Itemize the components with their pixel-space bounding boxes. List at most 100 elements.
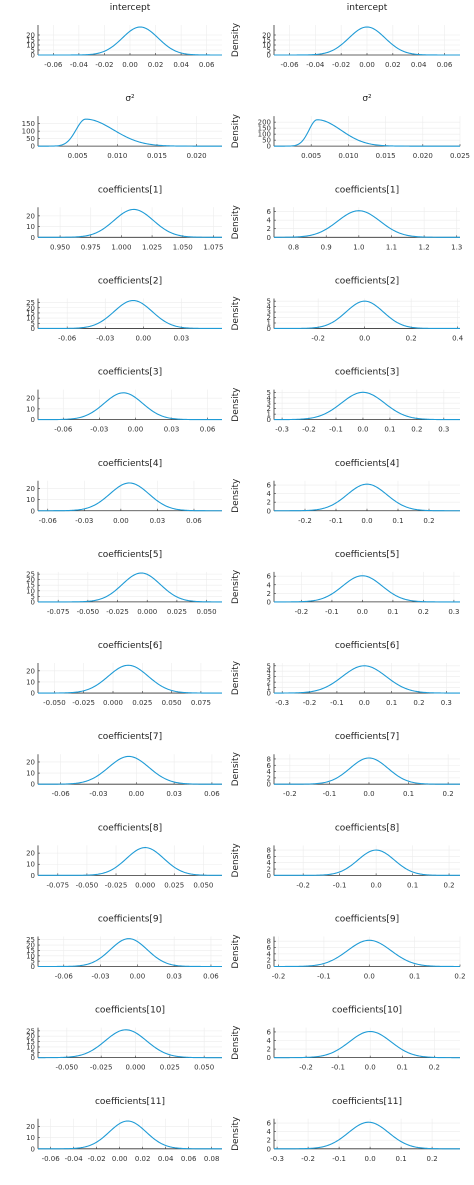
x-tick-label: 0.2 xyxy=(429,1064,440,1072)
x-tick-label: 1.2 xyxy=(419,243,430,251)
density-curve xyxy=(274,939,461,968)
x-tick-label: 0.3 xyxy=(448,608,459,616)
x-tick-label: -0.3 xyxy=(275,426,289,434)
density-curve xyxy=(38,1120,222,1150)
x-tick-label: 0.015 xyxy=(376,152,396,160)
panel-title: coefficients[2] xyxy=(98,276,162,286)
x-tick-label: -0.050 xyxy=(76,881,99,889)
y-tick-label: 0 xyxy=(31,963,35,971)
x-tick-label: 0.020 xyxy=(187,152,207,160)
panel-25: coefficients[11] -0.06 -0.04 -0.02 0.00 0.02 0… xyxy=(26,1097,222,1163)
y-axis-label: Density xyxy=(231,205,241,240)
x-tick-label: 0.06 xyxy=(437,61,453,69)
x-tick-label: -0.04 xyxy=(306,61,325,69)
x-tick-label: -0.2 xyxy=(295,608,309,616)
x-tick-label: -0.1 xyxy=(323,790,337,798)
y-tick-label: 20 xyxy=(26,395,35,403)
density-curve xyxy=(38,26,222,56)
x-tick-label: 0.0 xyxy=(359,334,370,342)
y-tick-label: 100 xyxy=(22,128,35,136)
x-tick-label: 0.06 xyxy=(203,973,219,981)
x-tick-label: 0.1 xyxy=(407,881,418,889)
x-tick-label: 0.005 xyxy=(68,152,88,160)
y-tick-label: 20 xyxy=(26,485,35,493)
x-tick-label: -0.2 xyxy=(298,517,312,525)
panel-5: coefficients[1] 0.950 0.975 1.000 1.025 1.050… xyxy=(26,185,223,251)
y-tick-label: 15 xyxy=(26,37,35,45)
y-tick-label: 0 xyxy=(267,963,271,971)
panel-1: intercept -0.06 -0.04 -0.02 0.00 0.02 0.04 0.06… xyxy=(26,3,222,69)
x-tick-label: -0.03 xyxy=(91,973,109,981)
panel-17: coefficients[7] -0.06 -0.03 0.00 0.03 0.06 0 10… xyxy=(26,732,222,798)
y-axis-label: Density xyxy=(231,296,241,331)
x-tick-label: 0.9 xyxy=(321,243,332,251)
density-curve xyxy=(38,664,222,694)
y-tick-label: 5 xyxy=(31,593,35,601)
y-tick-label: 2 xyxy=(267,590,271,598)
panel-26: coefficients[11] -0.3 -0.2 -0.1 0.0 0.1 0.2 024… xyxy=(231,1097,460,1163)
x-tick-label: 1.075 xyxy=(203,243,223,251)
y-axis-label: Density xyxy=(231,934,241,969)
x-tick-label: -0.2 xyxy=(272,973,286,981)
x-tick-label: -0.03 xyxy=(90,426,108,434)
density-curve xyxy=(274,1121,460,1150)
y-tick-label: 2 xyxy=(267,679,271,687)
x-tick-label: 0.03 xyxy=(164,426,180,434)
y-tick-label: 5 xyxy=(31,1049,35,1057)
y-tick-label: 0 xyxy=(31,325,35,333)
x-tick-label: 1.050 xyxy=(173,243,193,251)
density-curve xyxy=(38,938,222,968)
density-curve xyxy=(38,482,222,512)
panel-15: coefficients[6] -0.050 -0.025 0.000 0.025 0.0… xyxy=(26,641,222,707)
panel-title: coefficients[6] xyxy=(335,641,399,651)
y-axis-label: Density xyxy=(231,751,241,786)
density-curve xyxy=(274,849,460,876)
y-tick-label: 4 xyxy=(267,668,272,676)
x-tick-label: 0.0 xyxy=(361,517,372,525)
x-tick-label: -0.075 xyxy=(47,881,70,889)
x-tick-label: 0.02 xyxy=(385,61,401,69)
y-tick-label: 0 xyxy=(31,52,35,60)
x-tick-label: 0.010 xyxy=(107,152,127,160)
y-tick-label: 0 xyxy=(267,234,271,242)
y-tick-label: 0 xyxy=(267,52,271,60)
y-tick-label: 1 xyxy=(267,319,271,327)
density-curve xyxy=(274,575,460,603)
y-tick-label: 50 xyxy=(262,137,271,145)
y-tick-label: 4 xyxy=(267,1037,272,1045)
y-axis-label: Density xyxy=(231,22,241,57)
y-tick-label: 4 xyxy=(267,303,272,311)
y-tick-label: 3 xyxy=(267,309,271,317)
x-tick-label: -0.06 xyxy=(52,790,71,798)
x-tick-label: 0.1 xyxy=(392,517,403,525)
panel-title: coefficients[1] xyxy=(335,185,399,195)
x-tick-label: -0.1 xyxy=(332,1155,346,1163)
x-tick-label: 0.025 xyxy=(160,1064,180,1072)
y-tick-label: 10 xyxy=(26,223,35,231)
density-curve xyxy=(274,483,460,512)
panel-9: coefficients[3] -0.06 -0.03 0.00 0.03 0.06 0 10… xyxy=(26,368,222,434)
y-tick-label: 10 xyxy=(26,315,35,323)
x-tick-label: 0.005 xyxy=(301,152,321,160)
y-axis-label: Density xyxy=(231,569,241,604)
panel-title: coefficients[6] xyxy=(98,641,162,651)
panel-title: coefficients[3] xyxy=(335,368,399,378)
x-tick-label: 0.3 xyxy=(441,699,452,707)
y-tick-label: 0 xyxy=(31,1054,35,1062)
y-tick-label: 3 xyxy=(267,400,271,408)
panel-title: coefficients[8] xyxy=(335,823,399,833)
x-tick-label: 0.04 xyxy=(158,1155,174,1163)
x-tick-label: 0.050 xyxy=(193,881,213,889)
x-tick-label: 0.03 xyxy=(166,973,182,981)
y-tick-label: 25 xyxy=(26,936,35,944)
y-tick-label: 1 xyxy=(267,411,271,419)
y-tick-label: 200 xyxy=(258,119,271,127)
y-tick-label: 5 xyxy=(31,320,35,328)
density-curve xyxy=(38,847,222,876)
density-curve xyxy=(38,1029,222,1059)
x-tick-label: -0.1 xyxy=(317,973,331,981)
x-tick-label: 0.02 xyxy=(148,61,164,69)
